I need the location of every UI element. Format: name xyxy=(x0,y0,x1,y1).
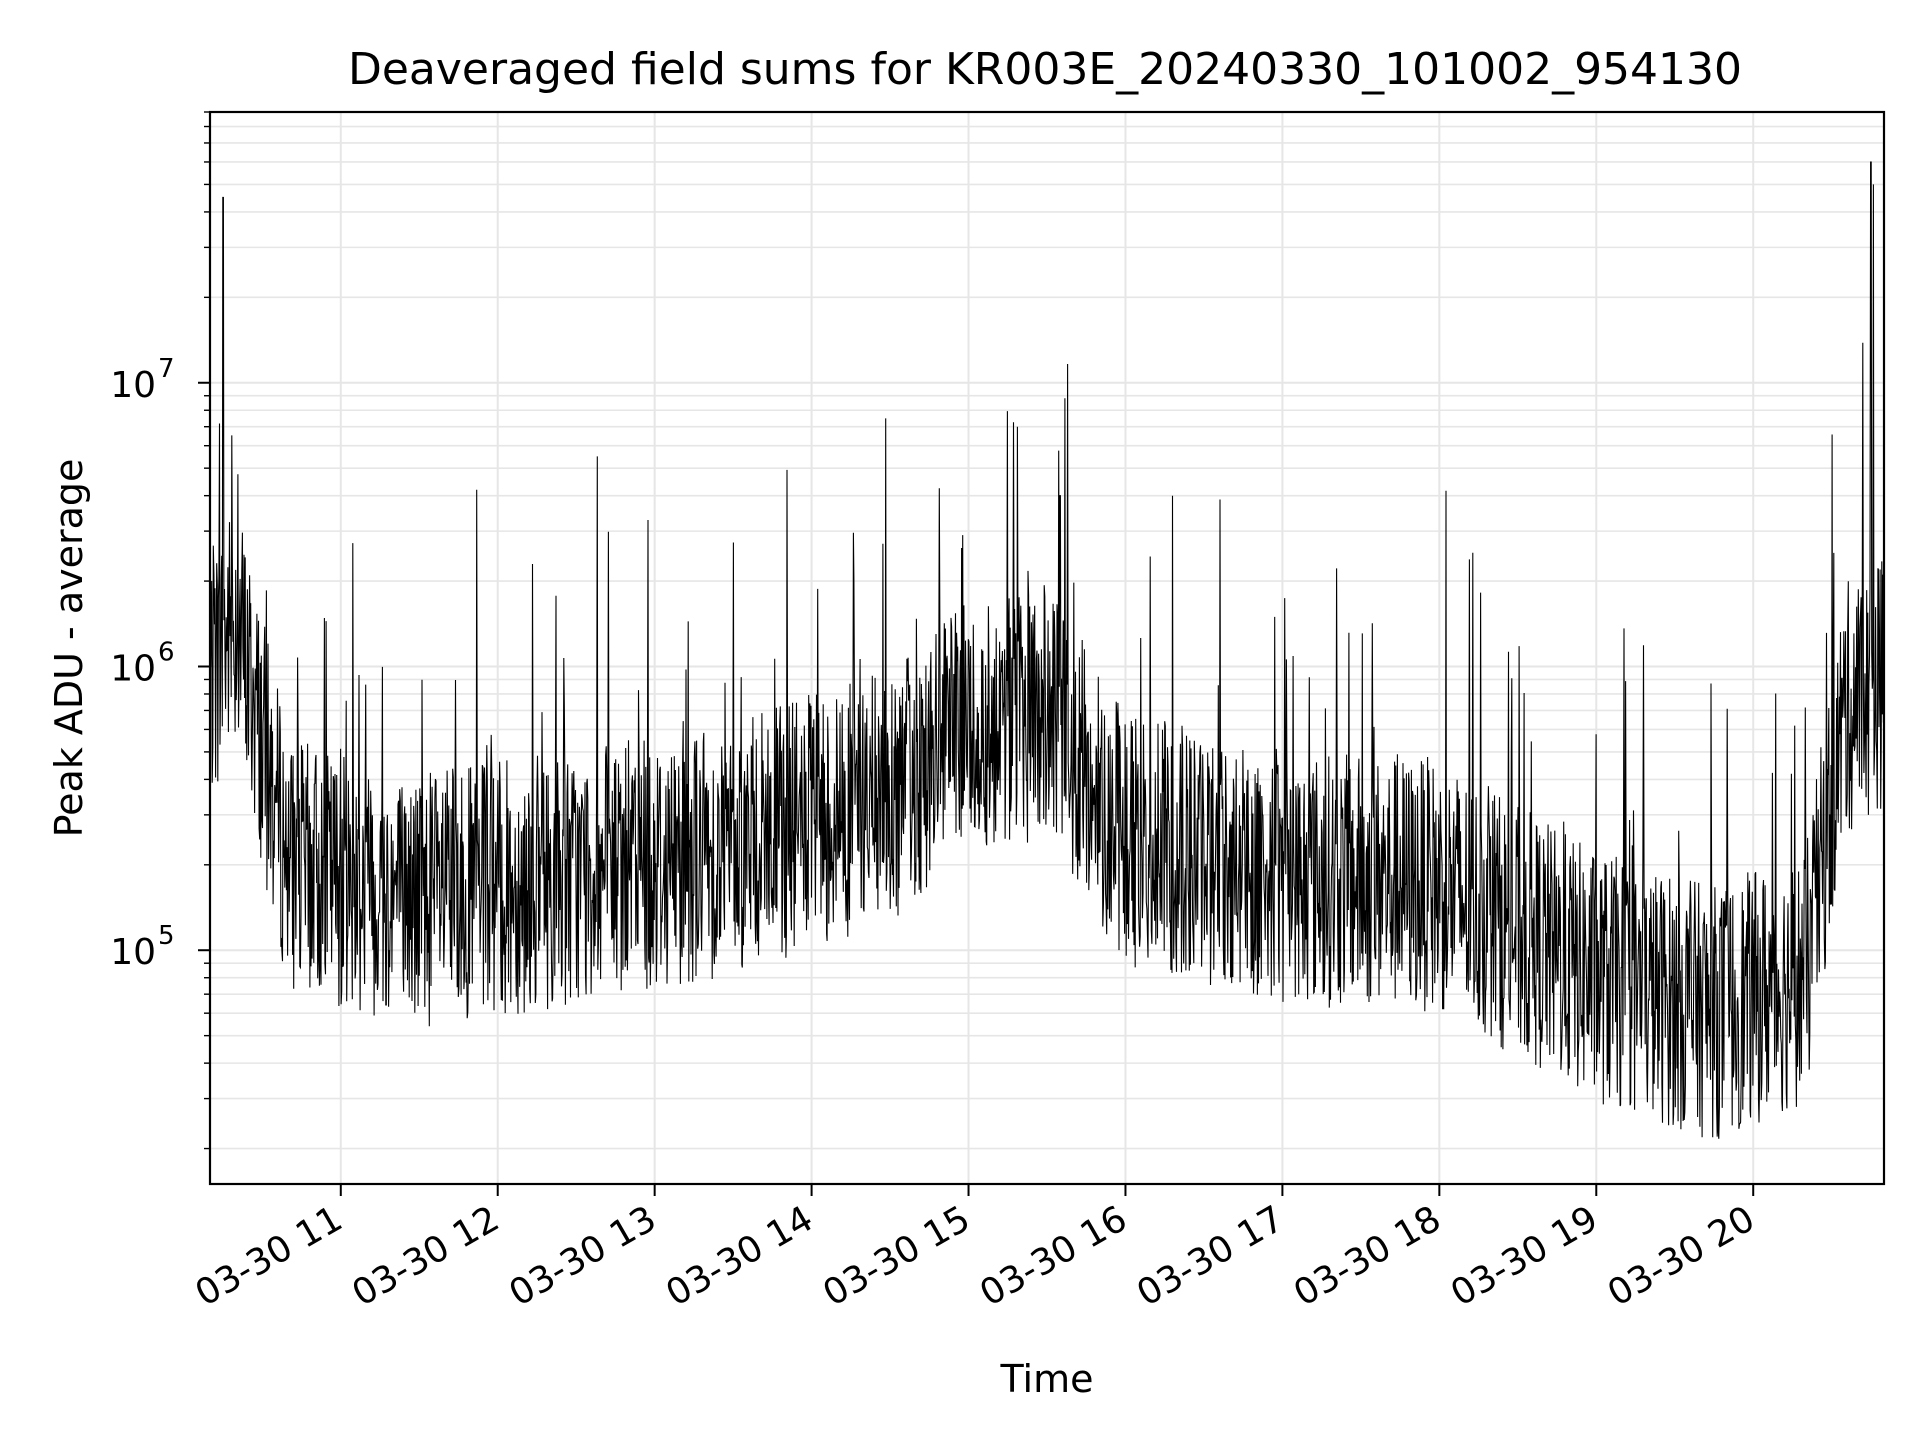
plot-frame xyxy=(208,110,1886,1186)
x-tick-label: 03-30 16 xyxy=(973,1198,1134,1314)
x-tick-label: 03-30 18 xyxy=(1287,1198,1448,1314)
chart-title: Deaveraged field sums for KR003E_2024033… xyxy=(348,44,1742,95)
x-tick-label: 03-30 14 xyxy=(659,1198,820,1314)
x-tick-label: 03-30 11 xyxy=(189,1198,350,1314)
y-tick-exponent: 5 xyxy=(158,921,175,951)
y-tick-exponent: 6 xyxy=(158,637,175,667)
x-tick-label: 03-30 15 xyxy=(816,1198,977,1314)
x-tick-label: 03-30 19 xyxy=(1444,1198,1605,1314)
x-tick-label: 03-30 17 xyxy=(1130,1198,1291,1314)
y-tick-exponent: 7 xyxy=(158,354,175,384)
y-axis-label: Peak ADU - average xyxy=(47,459,91,838)
grid xyxy=(210,111,1884,1184)
x-tick-label: 03-30 13 xyxy=(502,1198,663,1314)
y-tick-label: 10 xyxy=(110,648,156,689)
y-tick-label: 10 xyxy=(110,932,156,973)
x-tick-label: 03-30 20 xyxy=(1601,1198,1762,1314)
y-tick-label: 10 xyxy=(110,365,156,406)
series-line xyxy=(209,161,1885,1139)
data-series xyxy=(209,161,1885,1139)
x-tick-label: 03-30 12 xyxy=(346,1198,507,1314)
x-axis-label: Time xyxy=(1000,1357,1094,1401)
